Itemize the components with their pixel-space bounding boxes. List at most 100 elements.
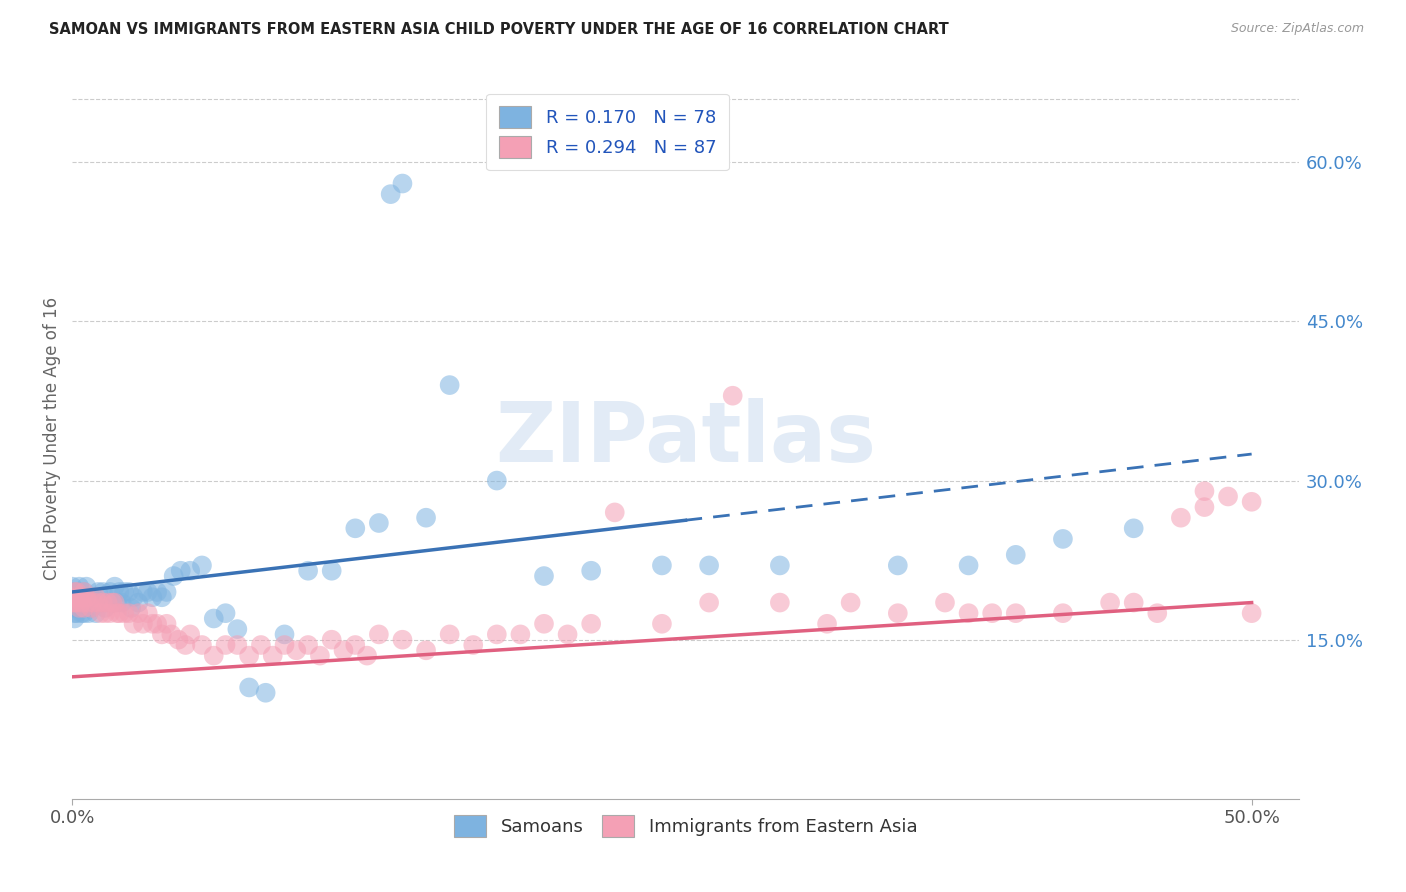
Point [163,569,186,583]
Point [141,616,163,631]
Point [415,643,437,657]
Point [697,558,720,573]
Point [70,596,93,610]
Point [84,591,107,605]
Point [214,606,236,620]
Point [651,558,673,573]
Point [111,596,134,610]
Legend: Samoans, Immigrants from Eastern Asia: Samoans, Immigrants from Eastern Asia [447,807,925,844]
Point [80,600,103,615]
Point [1052,532,1074,546]
Point [155,585,177,599]
Point [697,596,720,610]
Point [63,596,86,610]
Point [75,591,97,605]
Point [579,564,602,578]
Point [485,474,508,488]
Point [191,638,214,652]
Point [380,187,402,202]
Point [63,611,86,625]
Point [60,596,83,610]
Point [146,585,169,599]
Point [1194,500,1216,514]
Point [63,591,86,605]
Point [73,606,96,620]
Point [174,638,197,652]
Point [87,596,110,610]
Point [132,616,155,631]
Point [226,638,249,652]
Point [981,606,1004,620]
Point [63,585,86,599]
Point [250,638,273,652]
Text: ZIPatlas: ZIPatlas [495,398,876,479]
Point [957,606,980,620]
Y-axis label: Child Poverty Under the Age of 16: Child Poverty Under the Age of 16 [44,296,60,580]
Point [1052,606,1074,620]
Point [179,564,201,578]
Point [238,681,260,695]
Point [141,591,163,605]
Point [391,632,413,647]
Point [120,600,142,615]
Point [70,596,93,610]
Point [75,580,97,594]
Point [66,596,89,610]
Point [415,510,437,524]
Point [332,643,354,657]
Point [1240,495,1263,509]
Point [136,606,159,620]
Point [815,616,838,631]
Point [73,585,96,599]
Point [579,616,602,631]
Point [160,627,183,641]
Point [82,596,104,610]
Point [309,648,332,663]
Point [533,616,555,631]
Point [66,596,89,610]
Point [63,600,86,615]
Point [112,585,135,599]
Point [150,591,173,605]
Point [97,596,120,610]
Point [91,596,114,610]
Point [367,627,389,641]
Point [122,616,145,631]
Point [94,600,117,615]
Point [73,585,96,599]
Point [60,580,83,594]
Point [297,638,319,652]
Point [63,606,86,620]
Point [957,558,980,573]
Point [94,606,117,620]
Point [132,585,155,599]
Point [104,580,127,594]
Point [1004,606,1026,620]
Point [344,638,367,652]
Point [150,627,173,641]
Point [557,627,579,641]
Point [297,564,319,578]
Point [90,596,112,610]
Point [105,606,128,620]
Point [146,616,169,631]
Point [285,643,308,657]
Point [108,606,131,620]
Point [391,177,413,191]
Point [67,591,90,605]
Point [934,596,956,610]
Point [98,585,121,599]
Point [66,606,89,620]
Point [108,585,131,599]
Point [101,596,124,610]
Point [603,505,626,519]
Point [84,606,107,620]
Point [105,596,128,610]
Text: SAMOAN VS IMMIGRANTS FROM EASTERN ASIA CHILD POVERTY UNDER THE AGE OF 16 CORRELA: SAMOAN VS IMMIGRANTS FROM EASTERN ASIA C… [49,22,949,37]
Point [769,596,792,610]
Point [1216,490,1239,504]
Point [122,591,145,605]
Point [112,606,135,620]
Point [127,606,149,620]
Point [101,596,124,610]
